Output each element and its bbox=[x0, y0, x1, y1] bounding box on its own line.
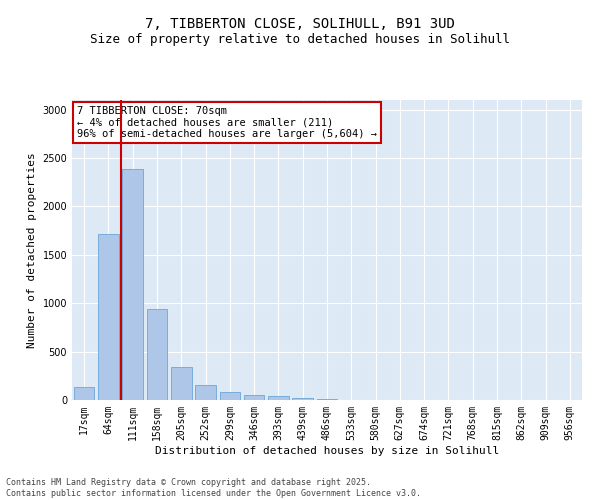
Bar bbox=[244, 395, 265, 400]
Bar bbox=[98, 234, 119, 400]
Bar bbox=[195, 384, 216, 400]
Bar bbox=[122, 168, 143, 400]
Bar bbox=[268, 396, 289, 400]
Text: 7, TIBBERTON CLOSE, SOLIHULL, B91 3UD: 7, TIBBERTON CLOSE, SOLIHULL, B91 3UD bbox=[145, 18, 455, 32]
Y-axis label: Number of detached properties: Number of detached properties bbox=[27, 152, 37, 348]
Text: 7 TIBBERTON CLOSE: 70sqm
← 4% of detached houses are smaller (211)
96% of semi-d: 7 TIBBERTON CLOSE: 70sqm ← 4% of detache… bbox=[77, 106, 377, 139]
Bar bbox=[74, 388, 94, 400]
Bar bbox=[220, 392, 240, 400]
Bar bbox=[171, 367, 191, 400]
X-axis label: Distribution of detached houses by size in Solihull: Distribution of detached houses by size … bbox=[155, 446, 499, 456]
Text: Size of property relative to detached houses in Solihull: Size of property relative to detached ho… bbox=[90, 32, 510, 46]
Bar bbox=[317, 399, 337, 400]
Text: Contains HM Land Registry data © Crown copyright and database right 2025.
Contai: Contains HM Land Registry data © Crown c… bbox=[6, 478, 421, 498]
Bar bbox=[146, 309, 167, 400]
Bar bbox=[292, 398, 313, 400]
